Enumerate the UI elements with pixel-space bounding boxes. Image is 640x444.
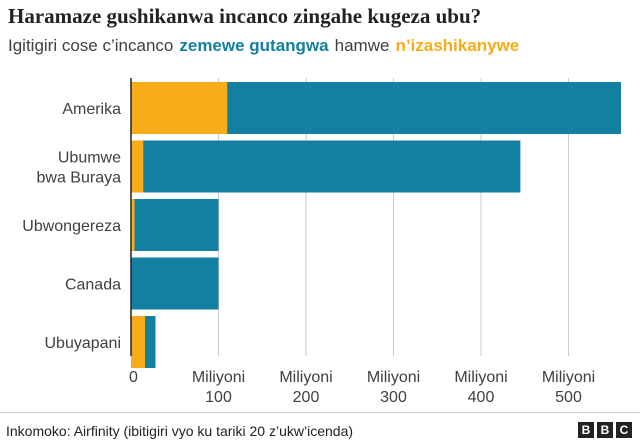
category-labels: Amerika Ubumwe bwa Buraya Ubwongereza Canada… [22,101,121,352]
bbc-logo: B B C [578,422,632,438]
bar-series-a [131,257,219,310]
chart-subtitle: Igitigiri cose c’incanco zemewe gutangwa h… [8,36,636,56]
category-label: Canada [65,277,121,294]
x-tick-label: Miliyoni 300 [367,369,420,406]
category-label: Ubumwe bwa Buraya [37,150,122,187]
bar-series-a [131,199,219,251]
chart-title: Haramaze gushikanwa incanco zingahe kuge… [8,4,482,28]
bar-series-a [131,140,521,193]
bar-series-b [131,140,144,193]
bbc-logo-letter: B [578,422,594,438]
bbc-logo-letter: B [597,422,613,438]
bbc-logo-letter: C [616,422,632,438]
bar-series-b [131,82,228,134]
subtitle-prefix: Igitigiri cose c’incanco [8,36,174,55]
category-label: Amerika [62,101,121,118]
legend-series-b: n’izashikanywe [395,36,520,55]
x-tick-label: Miliyoni 200 [279,369,332,406]
category-label: Ubwongereza [22,218,121,235]
footer: Inkomoko: Airfinity (ibitigiri vyo ku ta… [0,412,640,444]
subtitle-join: hamwe [334,36,390,55]
bar-chart: Amerika Ubumwe bwa Buraya Ubwongereza Canada… [22,78,621,406]
category-label: Ubuyapani [45,335,122,352]
legend-series-a: zemewe gutangwa [179,36,329,55]
source-note: Inkomoko: Airfinity (ibitigiri vyo ku ta… [6,423,354,439]
x-tick-label: Miliyoni 400 [454,369,507,406]
bar-series-b [131,199,135,251]
x-tick-labels: 0 Miliyoni 100 Miliyoni 200 Miliyoni 300 Miliyo… [129,369,595,406]
bar-series-b [131,316,145,368]
bars [131,82,621,368]
x-tick-label: 0 [129,369,138,386]
x-tick-label: Miliyoni 100 [192,369,245,406]
x-tick-label: Miliyoni 500 [542,369,595,406]
